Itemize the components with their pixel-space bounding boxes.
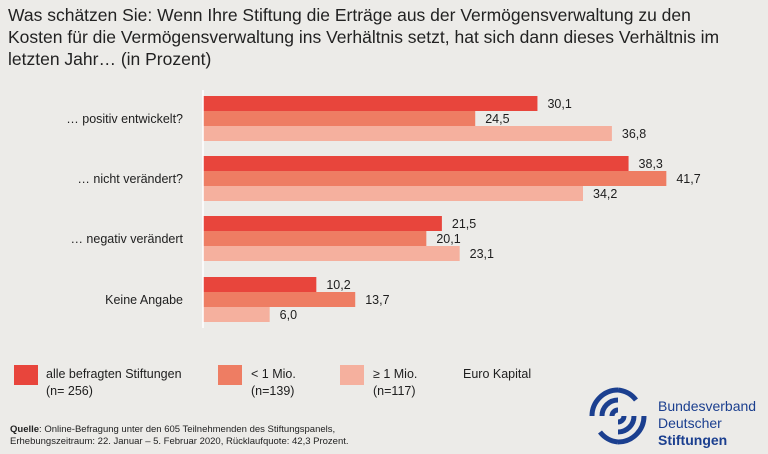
category-label: … positiv entwickelt? xyxy=(66,112,183,126)
data-label: 6,0 xyxy=(280,308,297,322)
legend-over-line2: (n=117) xyxy=(373,384,416,398)
legend-suffix: Euro Kapital xyxy=(463,367,532,381)
bar xyxy=(203,186,583,201)
source-text-1: : Online-Befragung unter den 605 Teilneh… xyxy=(39,424,336,435)
bar xyxy=(203,156,629,171)
legend-label-all: alle befragten Stiftungen (n= 256) xyxy=(46,366,182,400)
data-label: 20,1 xyxy=(436,232,460,246)
source-line-1: Quelle: Online-Befragung unter den 605 T… xyxy=(10,424,349,436)
data-label: 41,7 xyxy=(676,172,700,186)
legend-swatch-under-1mio xyxy=(218,365,242,385)
legend-swatch-over-1mio xyxy=(340,365,364,385)
title-line-3: letzten Jahr… (in Prozent) xyxy=(8,49,212,69)
legend-swatch-all xyxy=(14,365,38,385)
legend-under-line2: (n=139) xyxy=(251,384,295,398)
source-line-2: Erhebungszeitraum: 22. Januar – 5. Febru… xyxy=(10,436,349,447)
logo-mark-icon xyxy=(589,387,647,445)
legend-all-line2: (n= 256) xyxy=(46,384,93,398)
bar xyxy=(203,111,476,126)
logo: Bundesverband Deutscher Stiftungen xyxy=(586,382,766,452)
bar xyxy=(203,307,270,322)
logo-text-3: Stiftungen xyxy=(658,432,728,448)
logo-text-2: Deutscher xyxy=(658,415,722,431)
data-label: 10,2 xyxy=(326,278,350,292)
logo-text-1: Bundesverband xyxy=(658,398,757,414)
category-label: … nicht verändert? xyxy=(77,172,183,186)
data-label: 36,8 xyxy=(622,127,646,141)
bar xyxy=(203,292,356,307)
legend-under-line1: < 1 Mio. xyxy=(251,367,296,381)
source-note: Quelle: Online-Befragung unter den 605 T… xyxy=(10,424,349,448)
legend-over-line1: ≥ 1 Mio. xyxy=(373,367,418,381)
bar xyxy=(203,277,317,292)
data-label: 38,3 xyxy=(639,157,663,171)
data-label: 13,7 xyxy=(365,293,389,307)
legend-label-under-1mio: < 1 Mio. (n=139) xyxy=(251,366,296,400)
data-label: 30,1 xyxy=(547,97,571,111)
title-line-2: Kosten für die Vermögensverwaltung ins V… xyxy=(8,27,720,47)
bar xyxy=(203,231,427,246)
data-label: 23,1 xyxy=(470,247,494,261)
data-label: 24,5 xyxy=(485,112,509,126)
category-label: … negativ verändert xyxy=(70,232,183,246)
data-label: 21,5 xyxy=(452,217,476,231)
bar xyxy=(203,126,612,141)
chart-title: Was schätzen Sie: Wenn Ihre Stiftung die… xyxy=(8,4,760,70)
category-label: Keine Angabe xyxy=(105,293,183,307)
bar xyxy=(203,96,538,111)
legend-all-line1: alle befragten Stiftungen xyxy=(46,367,182,381)
bar xyxy=(203,246,460,261)
bar xyxy=(203,216,442,231)
bar xyxy=(203,171,667,186)
legend-label-over-1mio: ≥ 1 Mio. (n=117) xyxy=(373,366,417,400)
title-line-1: Was schätzen Sie: Wenn Ihre Stiftung die… xyxy=(8,5,691,25)
data-label: 34,2 xyxy=(593,187,617,201)
source-label: Quelle xyxy=(10,424,40,435)
bar-chart: … positiv entwickelt? 30,1 24,5 36,8 … nicht… xyxy=(66,90,701,328)
